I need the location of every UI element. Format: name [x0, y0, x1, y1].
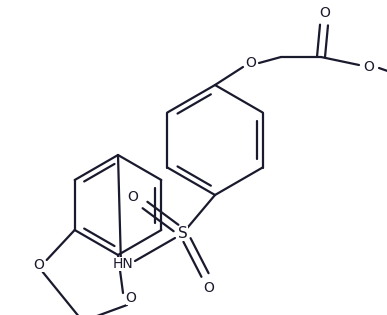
Text: O: O: [33, 258, 44, 272]
Text: O: O: [125, 291, 137, 305]
Text: O: O: [320, 6, 330, 20]
Text: O: O: [204, 281, 214, 295]
Text: HN: HN: [113, 257, 134, 271]
Text: O: O: [128, 190, 139, 204]
Text: S: S: [178, 226, 188, 240]
Text: O: O: [246, 56, 257, 70]
Text: O: O: [363, 60, 375, 74]
